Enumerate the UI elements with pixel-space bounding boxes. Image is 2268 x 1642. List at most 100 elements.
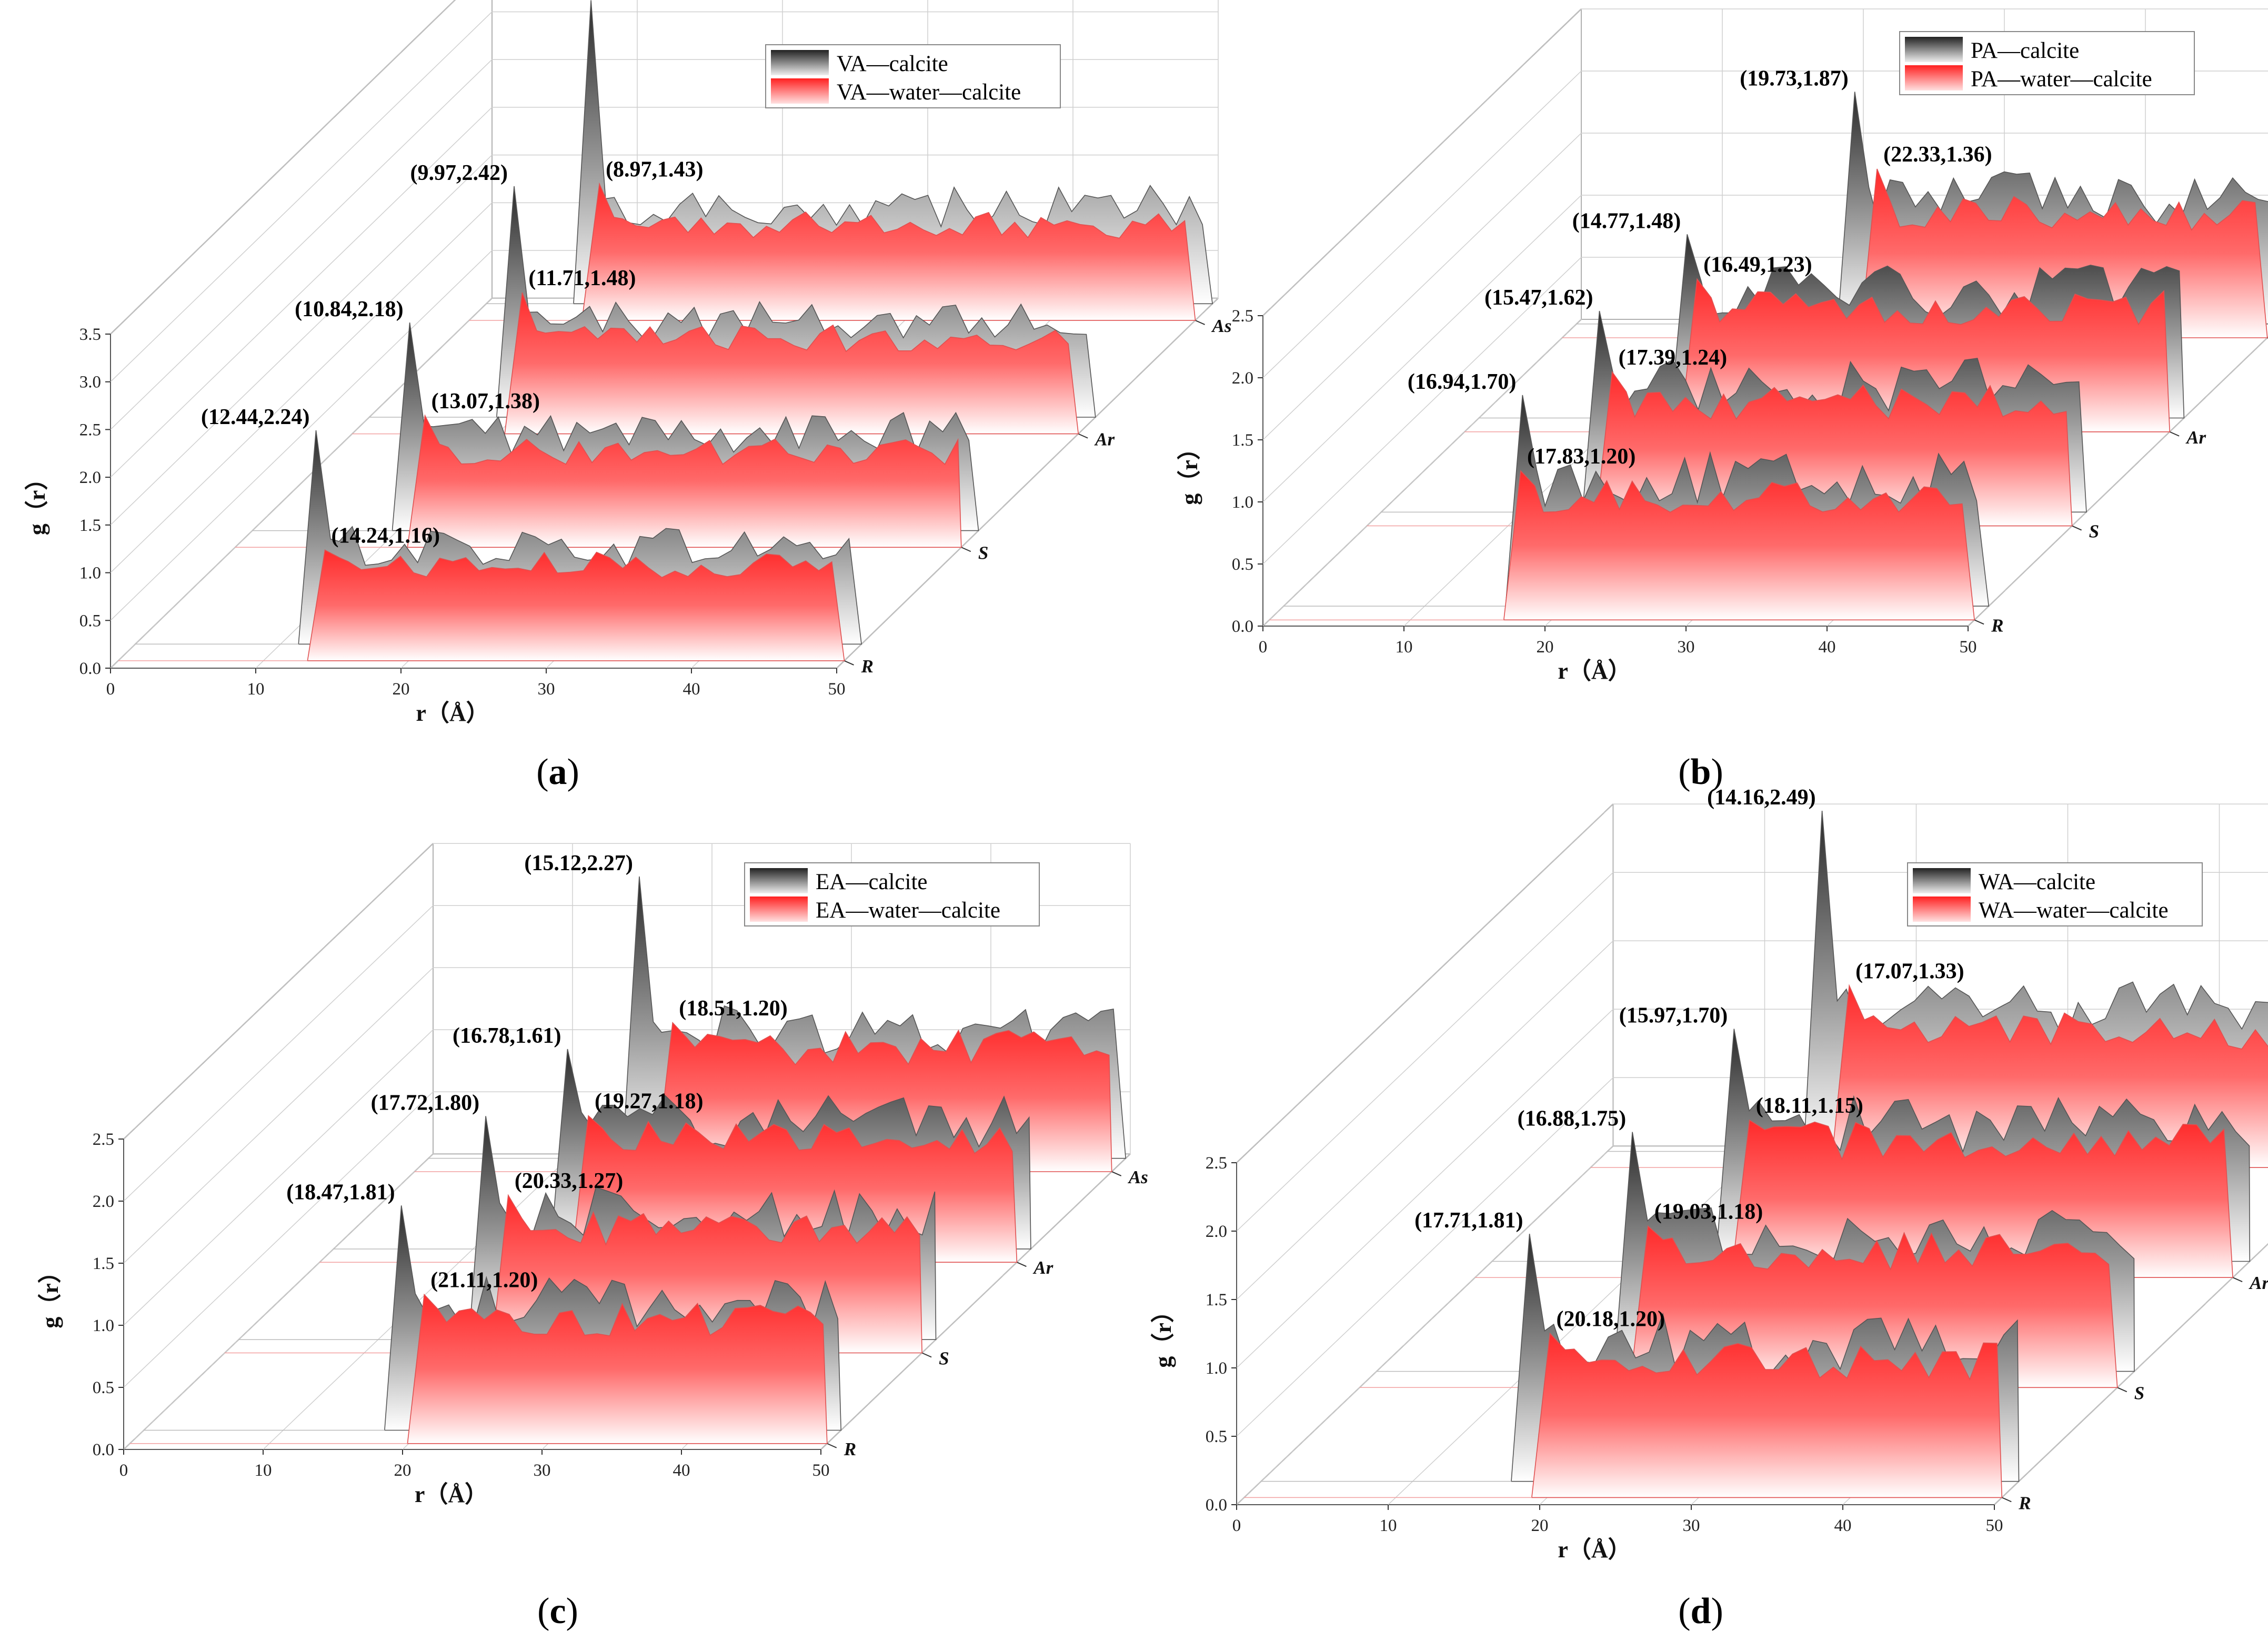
y-tick-label: 0.5 — [79, 611, 101, 630]
depth-tick-mark — [1078, 433, 1088, 439]
grid-line-y-side — [1236, 1145, 1614, 1505]
depth-tick-mark — [844, 660, 854, 666]
y-axis-title: g（r） — [37, 1260, 63, 1328]
peak-label: (19.27,1.18) — [595, 1090, 703, 1114]
depth-tick-mark — [2117, 1387, 2127, 1393]
x-tick-label: 30 — [538, 680, 555, 699]
peak-label: (17.39,1.24) — [1619, 346, 1727, 370]
x-tick-label: 10 — [255, 1461, 272, 1480]
depth-label-R: R — [844, 1439, 856, 1459]
grid-line-y-side — [123, 1153, 434, 1450]
peak-label: (19.03,1.18) — [1654, 1200, 1763, 1224]
rdf-area-R-water-calcite — [1531, 1332, 2003, 1498]
depth-label-R: R — [1991, 615, 2003, 636]
legend-swatch-water-calcite — [1913, 896, 1971, 922]
legend-label-water-calcite: EA—water—calcite — [816, 898, 1000, 923]
grid-line-x-floor — [1968, 336, 2268, 627]
depth-tick-mark — [1016, 1262, 1027, 1267]
x-axis-title: r（Å） — [1558, 658, 1631, 684]
caption-paren: ) — [567, 752, 579, 792]
depth-label-Ar: Ar — [1032, 1257, 1053, 1278]
rdf-area-R-water-calcite — [1503, 470, 1975, 621]
y-tick-label: 3.5 — [79, 325, 101, 344]
x-tick-label: 10 — [1380, 1516, 1397, 1535]
x-tick-label: 40 — [683, 680, 700, 699]
rdf-area-R-water-calcite — [307, 549, 845, 661]
y-axis-title: g（r） — [1177, 437, 1202, 505]
x-tick-label: 20 — [1537, 638, 1554, 657]
grid-line-y-side — [1236, 803, 1614, 1163]
peak-label: (22.33,1.36) — [1883, 143, 1992, 167]
peak-label: (16.94,1.70) — [1408, 370, 1516, 394]
y-axis-title: g（r） — [24, 467, 50, 536]
caption-paren: ( — [1678, 1591, 1690, 1631]
peak-label: (18.51,1.20) — [679, 996, 787, 1021]
depth-tick-mark — [2072, 525, 2082, 531]
peak-label: (14.16,2.49) — [1707, 785, 1815, 810]
depth-tick-mark — [2232, 1277, 2243, 1283]
depth-label-Ar: Ar — [2249, 1273, 2268, 1293]
grid-line-x-floor — [1388, 1145, 1765, 1505]
peak-label: (17.72,1.80) — [371, 1091, 479, 1115]
x-axis-title: r（Å） — [1558, 1537, 1631, 1563]
depth-tick-mark — [1195, 320, 1205, 325]
legend: WA—calcite WA—water—calcite — [1907, 862, 2203, 926]
rdf-area-S-water-calcite — [407, 414, 962, 548]
legend-label-calcite: WA—calcite — [1979, 870, 2095, 894]
panel-caption: (c) — [537, 1591, 578, 1631]
legend-swatch-water-calcite — [771, 78, 829, 104]
legend-swatch-calcite — [750, 868, 808, 893]
grid-line-y-side — [123, 967, 434, 1264]
panel-c: 0 10 20 30 40 50 0.0 0.5 1.0 1.5 2.0 2.5 r（Å） g（r） R S A… — [37, 843, 1148, 1631]
depth-label-As: As — [1211, 316, 1232, 336]
caption-letter: c — [549, 1591, 566, 1631]
grid-line-y-side — [110, 107, 493, 478]
legend: VA—calcite VA—water—calcite — [765, 44, 1061, 108]
x-tick-label: 20 — [393, 680, 410, 699]
depth-tick-mark — [2001, 1497, 2012, 1503]
caption-paren: ( — [537, 1591, 549, 1631]
grid-line-y-side — [1236, 1077, 1614, 1437]
y-tick-label: 3.0 — [79, 373, 101, 392]
x-tick-label: 30 — [1678, 638, 1695, 657]
x-tick-label: 0 — [119, 1461, 128, 1480]
grid-line-y-side — [1262, 70, 1582, 378]
x-tick-label: 40 — [1819, 638, 1836, 657]
legend-label-water-calcite: VA—water—calcite — [837, 80, 1021, 105]
y-tick-label: 1.5 — [93, 1254, 114, 1273]
peak-label: (13.07,1.38) — [431, 389, 540, 414]
peak-label: (9.97,2.42) — [410, 161, 507, 185]
peak-label: (18.11,1.15) — [1756, 1094, 1863, 1118]
legend: PA—calcite PA—water—calcite — [1899, 31, 2195, 95]
x-tick-label: 50 — [1960, 638, 1977, 657]
depth-label-Ar: Ar — [1094, 429, 1115, 450]
peak-label: (15.12,2.27) — [524, 851, 633, 875]
grid-line-y-side — [123, 905, 434, 1202]
depth-label-R: R — [861, 656, 874, 677]
x-tick-label: 40 — [673, 1461, 690, 1480]
y-tick-label: 0.5 — [1206, 1427, 1227, 1446]
peak-label: (10.84,2.18) — [295, 297, 403, 321]
x-tick-label: 0 — [106, 680, 115, 699]
grid-line-y-side — [1236, 940, 1614, 1300]
x-tick-label: 0 — [1232, 1516, 1241, 1535]
panel-a: 0 10 20 30 40 50 0.0 0.5 1.0 1.5 2.0 2.5 3.0 3.5 r（Å） g… — [24, 0, 1231, 792]
peak-label: (8.97,1.43) — [606, 158, 703, 182]
peak-label: (16.88,1.75) — [1518, 1107, 1626, 1131]
grid-line-y-side — [1262, 257, 1582, 565]
depth-tick-mark — [1974, 619, 1984, 625]
depth-label-R: R — [2018, 1493, 2031, 1513]
panel-b: 0 10 20 30 40 50 0.0 0.5 1.0 1.5 2.0 2.5 r（Å） g（r） R S A… — [1177, 8, 2268, 792]
panel-d: 0 10 20 30 40 50 0.0 0.5 1.0 1.5 2.0 2.5 r（Å） g（r） R S A… — [1150, 785, 2268, 1631]
y-tick-label: 0.0 — [79, 659, 101, 678]
caption-letter: b — [1691, 752, 1711, 792]
legend-label-calcite: EA—calcite — [816, 870, 928, 894]
y-tick-label: 2.5 — [79, 420, 101, 439]
legend-label-water-calcite: WA—water—calcite — [1979, 898, 2169, 923]
y-tick-label: 2.5 — [1232, 307, 1253, 326]
panel-caption: (a) — [536, 752, 579, 792]
x-tick-label: 30 — [1683, 1516, 1700, 1535]
y-tick-label: 1.5 — [79, 516, 101, 535]
peak-label: (20.18,1.20) — [1556, 1307, 1664, 1331]
y-tick-label: 2.0 — [93, 1192, 114, 1211]
